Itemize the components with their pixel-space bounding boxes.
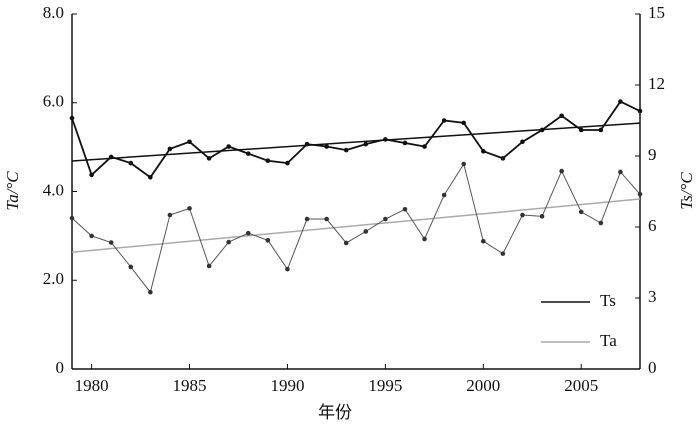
point	[206, 156, 212, 161]
point	[383, 216, 388, 222]
point	[265, 158, 271, 164]
x-tick-label: 1985	[173, 376, 207, 395]
point	[108, 240, 114, 245]
point	[422, 144, 427, 149]
x-tick-label: 2000	[466, 376, 500, 395]
point	[500, 156, 506, 161]
point	[363, 141, 369, 147]
point	[187, 139, 192, 145]
point	[226, 144, 231, 149]
point	[245, 230, 251, 236]
point	[69, 215, 75, 221]
trend-line	[71, 122, 641, 162]
point	[578, 209, 584, 215]
point	[481, 238, 486, 244]
point	[461, 161, 467, 167]
point	[520, 212, 525, 218]
trend-line	[71, 198, 641, 254]
point	[539, 127, 545, 133]
y-tick-label: 8.0	[43, 3, 64, 22]
legend-label: Ts	[600, 291, 616, 310]
point	[324, 144, 329, 149]
y-tick-label: 2.0	[43, 269, 64, 288]
point	[89, 172, 94, 178]
point	[69, 115, 75, 121]
point	[578, 127, 584, 133]
point	[500, 251, 506, 256]
point	[226, 239, 231, 245]
point	[598, 220, 604, 226]
point	[304, 141, 310, 147]
point	[324, 216, 329, 222]
point	[402, 206, 408, 212]
point	[167, 146, 173, 152]
point	[304, 216, 310, 222]
point	[206, 263, 212, 269]
y2-tick-label: 15	[648, 3, 665, 22]
x-axis-label: 年份	[318, 403, 352, 422]
y2-tick-label: 0	[648, 358, 657, 377]
y2-tick-label: 6	[648, 216, 657, 235]
point	[481, 148, 486, 154]
series-line	[71, 162, 641, 294]
y-axis-label: Ta/°C	[3, 171, 22, 211]
point	[618, 99, 623, 104]
point	[559, 168, 564, 174]
point	[128, 264, 134, 270]
point	[520, 139, 525, 145]
point	[343, 147, 349, 153]
point	[383, 137, 388, 142]
point	[363, 229, 369, 234]
point	[187, 206, 192, 211]
point	[343, 240, 349, 246]
point	[539, 214, 545, 219]
x-tick-label: 1990	[270, 376, 304, 395]
point	[441, 192, 447, 198]
point	[598, 127, 604, 133]
y2-axis-label: Ts/°C	[677, 172, 696, 210]
y2-tick-label: 9	[648, 145, 657, 164]
series-line	[71, 100, 641, 179]
y2-tick-label: 3	[648, 287, 657, 306]
point	[265, 238, 271, 243]
point	[245, 151, 251, 156]
y-tick-label: 6.0	[43, 92, 64, 111]
point	[618, 169, 623, 175]
y-tick-label: 0	[56, 358, 65, 377]
point	[167, 212, 173, 218]
point	[461, 120, 467, 126]
point	[559, 113, 564, 119]
point	[108, 154, 114, 160]
x-tick-label: 2005	[564, 376, 598, 395]
x-tick-label: 1980	[75, 376, 109, 395]
point	[422, 236, 427, 242]
point	[148, 175, 153, 180]
point	[637, 108, 643, 114]
point	[128, 160, 134, 166]
point	[637, 191, 643, 197]
point	[402, 140, 408, 146]
x-tick-label: 1995	[368, 376, 402, 395]
point	[441, 118, 447, 123]
point	[89, 233, 94, 239]
y2-tick-label: 12	[648, 74, 665, 93]
y-tick-label: 4.0	[43, 180, 64, 199]
point	[285, 160, 290, 166]
point	[285, 266, 290, 272]
legend-label: Ta	[600, 331, 617, 350]
point	[148, 289, 153, 295]
